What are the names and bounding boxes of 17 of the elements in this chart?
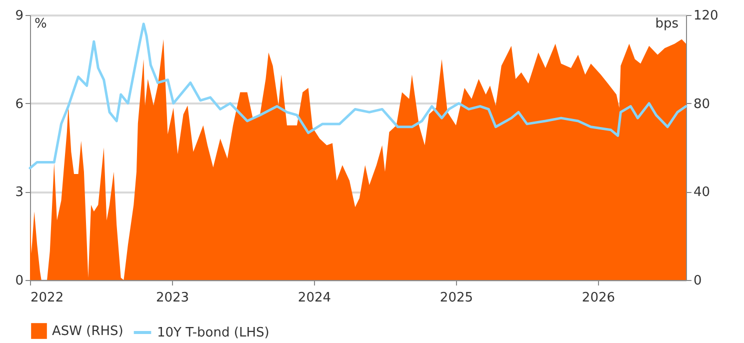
y-axis-title: % <box>34 16 47 32</box>
y2-tick-label: 120 <box>694 8 718 24</box>
y-tick-label: 9 <box>15 8 24 24</box>
x-tick-label: 2023 <box>156 290 190 306</box>
x-tick-label: 2022 <box>30 290 64 306</box>
y2-tick-label: 0 <box>694 274 702 288</box>
y2-tick-label: 40 <box>694 185 710 200</box>
y2-axis-title: bps <box>655 16 679 32</box>
y2-tick-label: 80 <box>694 96 710 112</box>
y-tick-label: 3 <box>15 185 24 200</box>
y-tick-label: 6 <box>15 96 24 112</box>
legend-label: 10Y T-bond (LHS) <box>157 326 270 340</box>
y-tick-label: 0 <box>15 274 24 288</box>
legend-label: ASW (RHS) <box>52 324 124 339</box>
x-tick-label: 2026 <box>582 290 616 306</box>
x-tick-label: 2024 <box>298 290 332 306</box>
x-tick-label: 2025 <box>440 290 474 306</box>
